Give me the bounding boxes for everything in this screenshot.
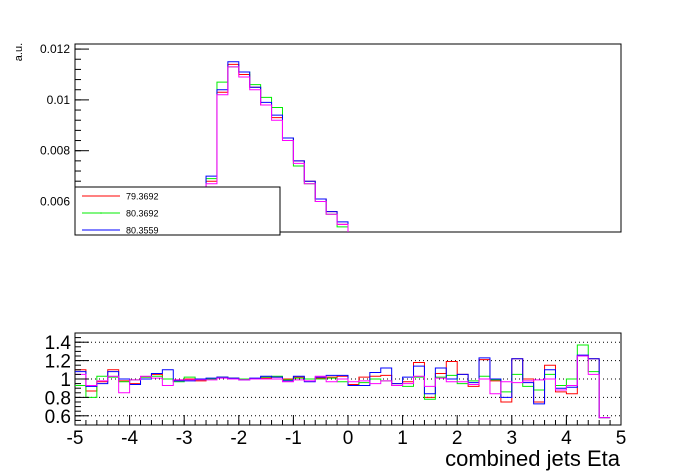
- legend: 79.3692 80.3692 80.3559: [74, 186, 281, 236]
- x-tick-label: -5: [67, 428, 84, 449]
- lower-y-tick-label: 1.4: [45, 333, 72, 354]
- upper-y-axis-label: a.u.: [13, 43, 25, 61]
- x-tick-label: 3: [507, 428, 518, 449]
- upper-y-tick-label: 0.008: [40, 144, 70, 158]
- lower-series-line-2: [75, 354, 611, 419]
- upper-y-tick-label: 0.01: [47, 93, 71, 107]
- x-tick-label: -3: [176, 428, 193, 449]
- pad-gap: [70, 233, 670, 333]
- upper-series-group: [205, 61, 349, 232]
- x-tick-label: -2: [230, 428, 247, 449]
- x-tick-label: 2: [452, 428, 463, 449]
- lower-y-tick-label: 0.6: [45, 407, 71, 428]
- x-tick-label: -4: [121, 428, 138, 449]
- lower-y-tick-label: 1: [60, 370, 71, 391]
- legend-label-0: 79.3692: [126, 192, 159, 202]
- lower-y-tick-label: 1.2: [45, 352, 71, 373]
- x-tick-label: 1: [397, 428, 408, 449]
- x-axis-label: combined jets Eta: [445, 446, 621, 471]
- legend-label-2: 80.3559: [126, 226, 159, 236]
- upper-y-tick-label: 0.006: [40, 195, 70, 209]
- legend-label-1: 80.3692: [126, 209, 159, 219]
- legend-marker-1: [100, 212, 102, 214]
- upper-y-tick-label: 0.012: [40, 42, 70, 56]
- legend-box: [74, 186, 281, 236]
- lower-axes: 0.60.811.21.4-5 -4 -3 -2 -1 0 1 2 3 4 5: [45, 333, 627, 449]
- lower-series-group: [75, 344, 611, 419]
- x-tick-label: 4: [561, 428, 572, 449]
- upper-y-axis: 0.006 0.008 0.01 0.012: [40, 42, 89, 233]
- lower-y-tick-label: 0.8: [45, 388, 71, 409]
- x-tick-label: -1: [285, 428, 302, 449]
- x-tick-label: 5: [616, 428, 627, 449]
- lower-series-line-3: [75, 355, 611, 419]
- x-tick-label: 0: [343, 428, 354, 449]
- upper-series-line-3: [205, 66, 349, 232]
